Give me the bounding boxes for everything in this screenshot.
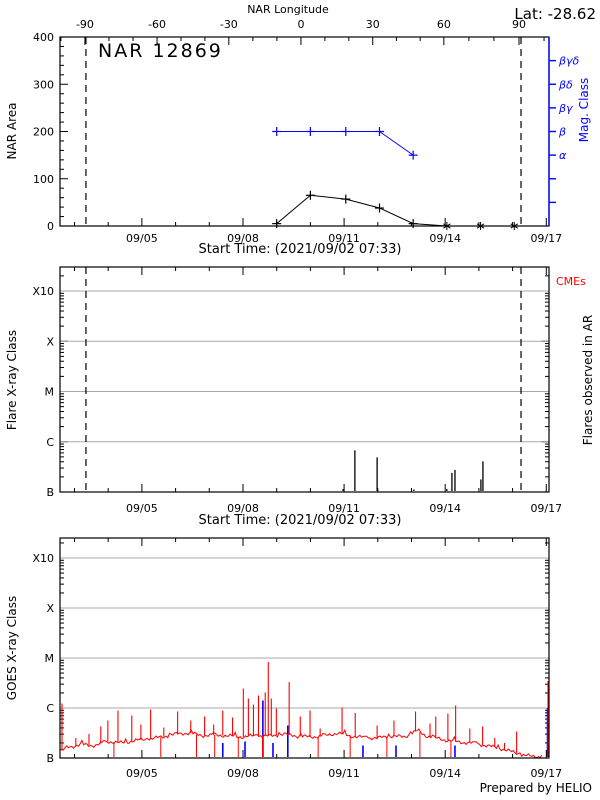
date-tick-label: 09/14 xyxy=(429,232,461,245)
middle-panel-xlabel: Start Time: (2021/09/02 07:33) xyxy=(199,513,402,528)
panel-border xyxy=(59,266,550,493)
credit-label: Prepared by HELIO xyxy=(480,781,592,795)
date-tick-label: 09/05 xyxy=(126,502,158,515)
date-tick-label: 09/08 xyxy=(227,232,259,245)
region-title: NAR 12869 xyxy=(98,40,223,62)
area-tick-label: 0 xyxy=(47,220,54,233)
mag-class-tick-label: βγ xyxy=(558,102,573,115)
mag-class-axis-label: Mag. Class xyxy=(577,78,591,143)
longitude-tick-label: -90 xyxy=(76,18,94,31)
date-tick-label: 09/17 xyxy=(530,502,562,515)
star-marker xyxy=(443,223,451,229)
longitude-axis-label: NAR Longitude xyxy=(247,3,329,16)
bottom-panel-ylabel: GOES X-ray Class xyxy=(5,596,19,700)
class-tick-label: X10 xyxy=(32,285,54,298)
star-marker xyxy=(476,223,485,229)
date-tick-label: 09/14 xyxy=(429,767,461,780)
area-tick-label: 100 xyxy=(33,173,54,186)
longitude-tick-label: -60 xyxy=(148,18,166,31)
mag-class-line xyxy=(276,131,414,156)
nar-area-line xyxy=(276,194,515,227)
top-panel-ylabel: NAR Area xyxy=(5,103,19,160)
class-tick-label: B xyxy=(46,486,54,499)
top-panel: -90 -60 -30 0 30 60 90 0 100 200 300 400 09/05 09/08 0… xyxy=(33,18,580,245)
flares-observed-label: Flares observed in AR xyxy=(581,315,595,445)
middle-panel: B C M X X10 09/05 09/08 09/11 09/14 09/17 xyxy=(32,266,562,515)
top-panel-xlabel: Start Time: (2021/09/02 07:33) xyxy=(199,242,402,257)
class-tick-label: X10 xyxy=(32,552,54,565)
panel-border xyxy=(59,537,550,759)
date-tick-label: 09/05 xyxy=(126,767,158,780)
class-tick-label: C xyxy=(46,436,54,449)
middle-panel-ylabel: Flare X-ray Class xyxy=(5,330,19,430)
date-tick-label: 09/05 xyxy=(126,232,158,245)
longitude-tick-label: 30 xyxy=(366,18,380,31)
class-tick-label: B xyxy=(46,752,54,765)
class-tick-label: X xyxy=(46,602,54,615)
date-tick-label: 09/08 xyxy=(227,502,259,515)
class-tick-label: X xyxy=(46,335,54,348)
date-tick-label: 09/11 xyxy=(328,767,360,780)
area-tick-label: 300 xyxy=(33,78,54,91)
date-tick-label: 09/17 xyxy=(530,232,562,245)
class-tick-label: M xyxy=(45,386,55,399)
date-tick-label: 09/14 xyxy=(429,502,461,515)
mag-class-tick-label: βγδ xyxy=(558,55,580,68)
bottom-panel: B C M X X10 09/05 09/08 09/11 09/14 09/17 xyxy=(32,537,562,780)
area-tick-label: 400 xyxy=(33,31,54,44)
mag-class-tick-label: α xyxy=(559,149,567,162)
date-tick-label: 09/11 xyxy=(328,502,360,515)
area-tick-label: 200 xyxy=(33,126,54,139)
longitude-tick-label: -30 xyxy=(220,18,238,31)
date-tick-label: 09/08 xyxy=(227,767,259,780)
cmes-label: CMEs xyxy=(556,275,586,288)
star-marker xyxy=(510,223,519,229)
date-tick-label: 09/17 xyxy=(530,767,562,780)
mag-class-tick-label: β xyxy=(558,126,566,139)
date-tick-label: 09/11 xyxy=(328,232,360,245)
class-tick-label: M xyxy=(45,652,55,665)
class-tick-label: C xyxy=(46,702,54,715)
latitude-label: Lat: -28.62 xyxy=(514,5,596,23)
mag-class-tick-label: βδ xyxy=(558,78,573,91)
longitude-tick-label: 0 xyxy=(297,18,304,31)
longitude-tick-label: 60 xyxy=(437,18,451,31)
longitude-tick-label: 90 xyxy=(512,18,526,31)
